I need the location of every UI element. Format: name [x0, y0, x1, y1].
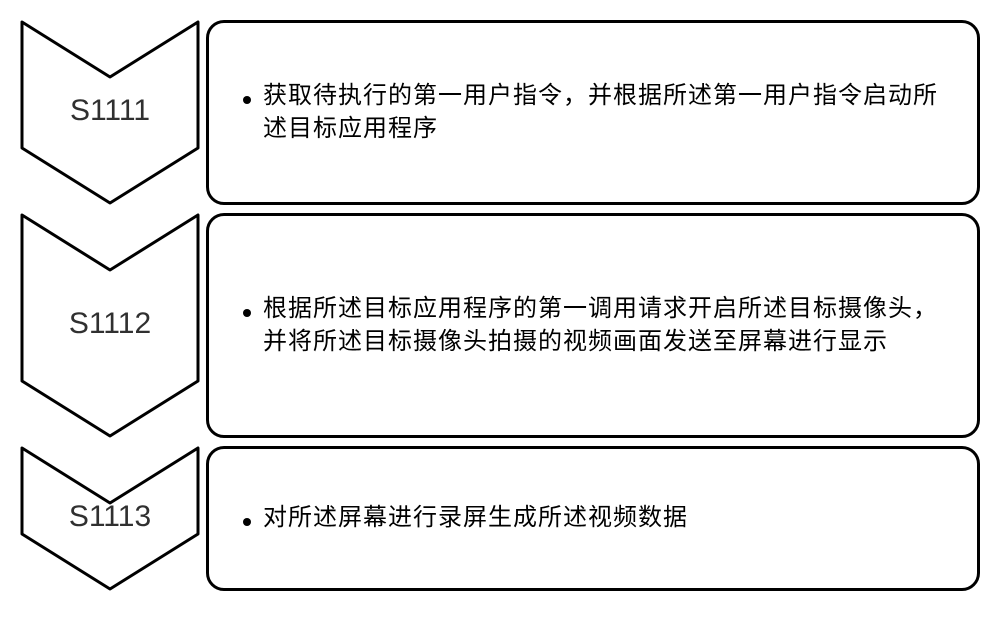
chevron-shape: S1113	[20, 446, 200, 591]
step-description: 获取待执行的第一用户指令，并根据所述第一用户指令启动所述目标应用程序	[263, 80, 953, 145]
step-row: S1113 对所述屏幕进行录屏生成所述视频数据	[20, 446, 980, 591]
chevron-cell: S1113	[20, 446, 200, 591]
step-description-box: 根据所述目标应用程序的第一调用请求开启所述目标摄像头，并将所述目标摄像头拍摄的视…	[206, 213, 980, 438]
bullet-icon	[243, 309, 251, 317]
bullet-icon	[243, 96, 251, 104]
step-description: 对所述屏幕进行录屏生成所述视频数据	[263, 502, 688, 534]
step-description-box: 对所述屏幕进行录屏生成所述视频数据	[206, 446, 980, 591]
step-row: S1111 获取待执行的第一用户指令，并根据所述第一用户指令启动所述目标应用程序	[20, 20, 980, 205]
bullet-icon	[243, 518, 251, 526]
step-id-label: S1112	[20, 307, 200, 341]
step-description: 根据所述目标应用程序的第一调用请求开启所述目标摄像头，并将所述目标摄像头拍摄的视…	[263, 293, 953, 358]
chevron-shape: S1112	[20, 213, 200, 438]
step-description-box: 获取待执行的第一用户指令，并根据所述第一用户指令启动所述目标应用程序	[206, 20, 980, 205]
process-flow-diagram: S1111 获取待执行的第一用户指令，并根据所述第一用户指令启动所述目标应用程序…	[20, 20, 980, 591]
step-id-label: S1111	[20, 94, 200, 128]
chevron-shape: S1111	[20, 20, 200, 205]
chevron-cell: S1111	[20, 20, 200, 205]
step-id-label: S1113	[20, 500, 200, 534]
step-row: S1112 根据所述目标应用程序的第一调用请求开启所述目标摄像头，并将所述目标摄…	[20, 213, 980, 438]
chevron-cell: S1112	[20, 213, 200, 438]
